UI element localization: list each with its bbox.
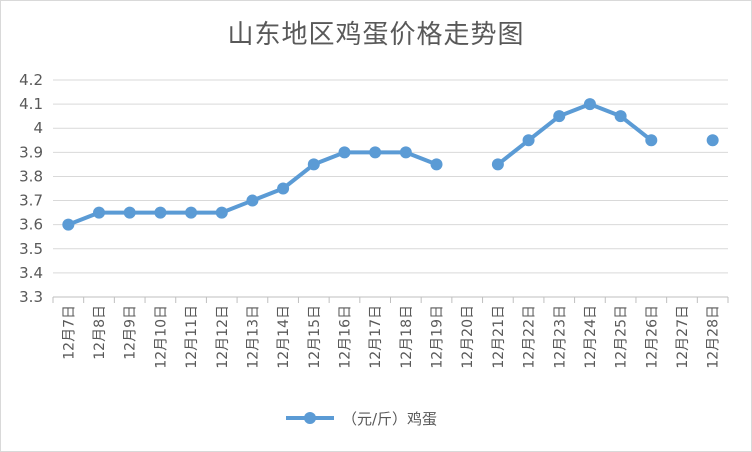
x-tick-label: 12月13日	[245, 305, 261, 369]
data-point	[614, 110, 627, 123]
x-tick-label: 12月11日	[184, 305, 200, 369]
x-axis: 12月7日 12月8日 12月9日 12月10日 12月11日 12月12日 12月13日 1…	[52, 296, 729, 369]
y-tick-label: 3.3	[19, 288, 43, 306]
y-tick-label: 4.1	[19, 95, 43, 113]
x-tick-label: 12月16日	[337, 305, 353, 369]
x-tick-label: 12月7日	[61, 305, 77, 360]
data-point	[215, 206, 228, 219]
x-tick-label: 12月24日	[583, 305, 599, 369]
legend-point-marker	[304, 412, 316, 424]
data-point	[307, 158, 320, 171]
x-tick-label: 12月19日	[430, 305, 446, 369]
data-point	[430, 158, 443, 171]
x-tick-label: 12月25日	[614, 305, 630, 369]
x-tick-label: 12月27日	[675, 305, 691, 369]
data-point	[123, 206, 136, 219]
x-tick-label: 12月17日	[368, 305, 384, 369]
data-point	[338, 146, 351, 159]
y-tick-label: 3.4	[19, 264, 43, 282]
x-tick-label: 12月18日	[399, 305, 415, 369]
y-tick-label: 4.2	[19, 71, 43, 89]
x-tick-label: 12月23日	[552, 305, 568, 369]
x-tick-label: 12月22日	[522, 305, 538, 369]
series-line	[68, 104, 712, 225]
data-point	[706, 134, 719, 147]
x-tick-label: 12月9日	[123, 305, 139, 360]
series-line-group	[62, 98, 719, 231]
x-tick-label: 12月14日	[276, 305, 292, 369]
x-tick-label: 12月12日	[215, 305, 231, 369]
y-tick-label: 4	[33, 119, 43, 137]
data-point	[277, 182, 290, 195]
x-tick-label: 12月15日	[307, 305, 323, 369]
data-point	[62, 218, 75, 231]
gridlines	[53, 79, 728, 298]
x-tick-label: 12月8日	[92, 305, 108, 360]
legend: （元/斤）鸡蛋	[286, 410, 437, 428]
y-tick-label: 3.8	[19, 167, 43, 185]
data-point	[583, 98, 596, 111]
data-point	[553, 110, 566, 123]
data-point	[645, 134, 658, 147]
data-point	[399, 146, 412, 159]
y-axis-ticks: 3.3 3.4 3.5 3.6 3.7 3.8 3.9 4 4.1 4.2	[19, 71, 43, 306]
y-tick-label: 3.5	[19, 240, 43, 258]
y-tick-label: 3.7	[19, 192, 43, 210]
data-point	[246, 194, 259, 207]
x-tick-label: 12月20日	[460, 305, 476, 369]
legend-label: （元/斤）鸡蛋	[342, 410, 437, 428]
data-point	[491, 158, 504, 171]
data-point	[154, 206, 167, 219]
x-tick-label: 12月10日	[153, 305, 169, 369]
data-point	[522, 134, 535, 147]
y-tick-label: 3.9	[19, 143, 43, 161]
x-tick-label: 12月21日	[491, 305, 507, 369]
data-point	[369, 146, 382, 159]
x-tick-label: 12月28日	[706, 305, 722, 369]
x-tick-label: 12月26日	[644, 305, 660, 369]
chart-title: 山东地区鸡蛋价格走势图	[227, 20, 525, 50]
data-point	[93, 206, 106, 219]
y-tick-label: 3.6	[19, 216, 43, 234]
data-point	[185, 206, 198, 219]
